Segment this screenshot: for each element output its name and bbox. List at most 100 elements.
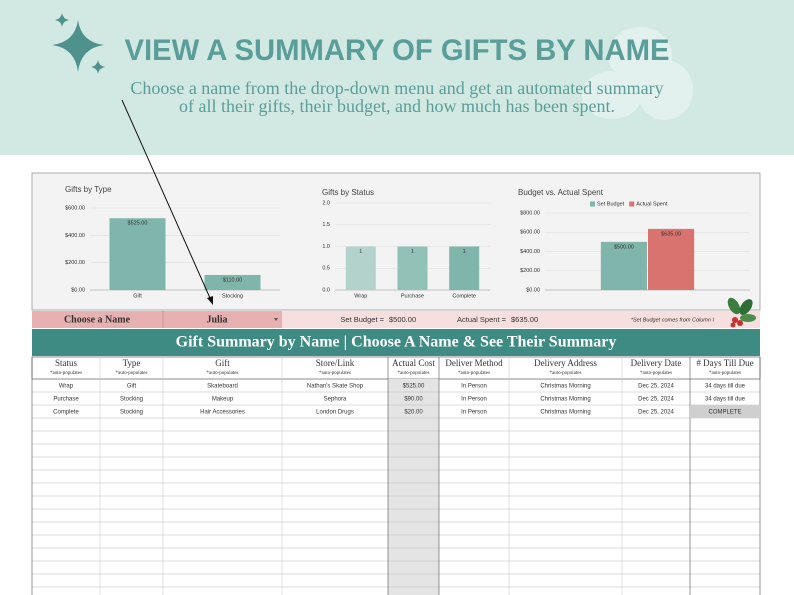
y-tick-label: $0.00 <box>526 287 540 293</box>
selector-cell <box>32 311 282 328</box>
x-tick-label: Complete <box>452 293 476 299</box>
column-header: Type <box>123 358 141 368</box>
table-cell: Stocking <box>120 410 143 416</box>
y-tick-label: 1.0 <box>322 244 330 250</box>
column-header: Gift <box>215 358 230 368</box>
table-cell: Complete <box>53 410 79 416</box>
table-cell: Christmas Morning <box>540 410 590 416</box>
table-cell: In Person <box>461 397 487 403</box>
table-cell: 34 days till due <box>705 384 746 390</box>
selector-label: Choose a Name <box>64 314 131 325</box>
table-cell: Dec 25, 2024 <box>638 410 674 416</box>
value-label: 1 <box>359 249 362 255</box>
holly-icon <box>727 297 756 328</box>
column-note: *auto-populates <box>207 371 239 376</box>
y-tick-label: 1.5 <box>322 222 330 228</box>
column-header: Store/Link <box>316 358 355 368</box>
table-cell: Stocking <box>120 397 143 403</box>
cost-column <box>388 379 439 595</box>
table-cell: $90.00 <box>404 397 423 403</box>
column-note: *auto-populates <box>709 371 741 376</box>
table-cell: Sephora <box>324 397 347 403</box>
spent-value: $635.00 <box>511 315 538 324</box>
value-label: $635.00 <box>661 231 681 237</box>
status-cell <box>690 405 760 418</box>
spent-label: Actual Spent = <box>457 315 507 324</box>
column-header: Status <box>55 358 78 368</box>
table-cell: Makeup <box>212 397 234 403</box>
table-cell: Skateboard <box>207 384 238 390</box>
table-title-bar <box>32 329 760 356</box>
column-note: *auto-populates <box>50 371 82 376</box>
table-cell: Purchase <box>53 397 79 403</box>
column-note: *auto-populates <box>640 371 672 376</box>
banner-subtitle: Choose a name from the drop-down menu an… <box>130 78 663 98</box>
table-cell: Hair Accessories <box>200 410 245 416</box>
table-cell: Wrap <box>59 384 74 390</box>
legend-label: Actual Spent <box>636 201 668 207</box>
bar <box>648 228 695 290</box>
name-dropdown[interactable]: Julia <box>206 314 227 325</box>
table-cell: $20.00 <box>404 410 423 416</box>
charts: Gifts by Type $0.00 $200.00 $400.00 $600.00 G… <box>65 185 750 299</box>
y-tick-label: $0.00 <box>71 287 85 293</box>
legend-label: Set Budget <box>597 201 625 207</box>
summary-cell <box>282 311 760 328</box>
table-cell: $525.00 <box>403 384 425 390</box>
bar <box>600 241 647 290</box>
legend-swatch <box>590 201 595 207</box>
table-cell: Gift <box>127 384 137 390</box>
pointer-arrowhead <box>207 296 213 305</box>
column-note: *auto-populates <box>550 371 582 376</box>
banner-subtitle: of all their gifts, their budget, and ho… <box>179 96 615 116</box>
y-tick-label: $200.00 <box>65 260 85 266</box>
table-cell: Christmas Morning <box>540 384 590 390</box>
table-cell: London Drugs <box>316 410 354 416</box>
value-label: 1 <box>411 249 414 255</box>
table-title: Gift Summary by Name | Choose A Name & S… <box>176 334 617 351</box>
budget-value: $500.00 <box>389 315 416 324</box>
column-header: Actual Cost <box>392 358 435 368</box>
y-tick-label: 0.5 <box>322 266 330 272</box>
column-header: Delivery Date <box>631 358 682 368</box>
bar <box>397 246 428 290</box>
sparkles <box>52 13 105 74</box>
column-note: *auto-populates <box>398 371 430 376</box>
y-tick-label: $600.00 <box>520 230 540 236</box>
table-cell: In Person <box>461 410 487 416</box>
bar <box>204 274 261 290</box>
cloud <box>582 27 693 120</box>
column-note: *auto-populates <box>116 371 148 376</box>
y-tick-label: 2.0 <box>322 200 330 206</box>
x-tick-label: Gift <box>133 293 142 299</box>
chart-title: Gifts by Status <box>322 188 374 197</box>
pointer-arrow <box>121 99 211 299</box>
value-label: $525.00 <box>128 221 148 227</box>
table-cell: In Person <box>461 384 487 390</box>
x-tick-label: Wrap <box>354 293 367 299</box>
column-note: *auto-populates <box>458 371 490 376</box>
y-tick-label: $800.00 <box>520 210 540 216</box>
table-cell: 34 days till due <box>705 397 746 403</box>
column-header: Deliver Method <box>445 358 503 368</box>
bar <box>109 218 166 290</box>
y-tick-label: 0.0 <box>322 287 330 293</box>
dropdown-arrow[interactable] <box>274 318 278 321</box>
table-cell: Nathan's Skate Shop <box>307 384 364 390</box>
value-label: $110.00 <box>223 277 242 283</box>
chart-title: Budget vs. Actual Spent <box>518 188 604 197</box>
bar <box>345 246 376 290</box>
table-cell: Dec 25, 2024 <box>638 397 674 403</box>
table-cell: Christmas Morning <box>540 397 590 403</box>
y-tick-label: $200.00 <box>520 268 540 274</box>
table: Status *auto-populates Type *auto-populates… <box>31 356 761 595</box>
value-label: $500.00 <box>614 244 634 250</box>
x-tick-label: Purchase <box>401 293 424 299</box>
legend-swatch <box>629 201 635 207</box>
column-header: Delivery Address <box>534 358 597 368</box>
budget-label: Set Budget = <box>340 315 384 324</box>
column-note: *auto-populates <box>319 371 351 376</box>
table-cell: Dec 25, 2024 <box>638 384 674 390</box>
